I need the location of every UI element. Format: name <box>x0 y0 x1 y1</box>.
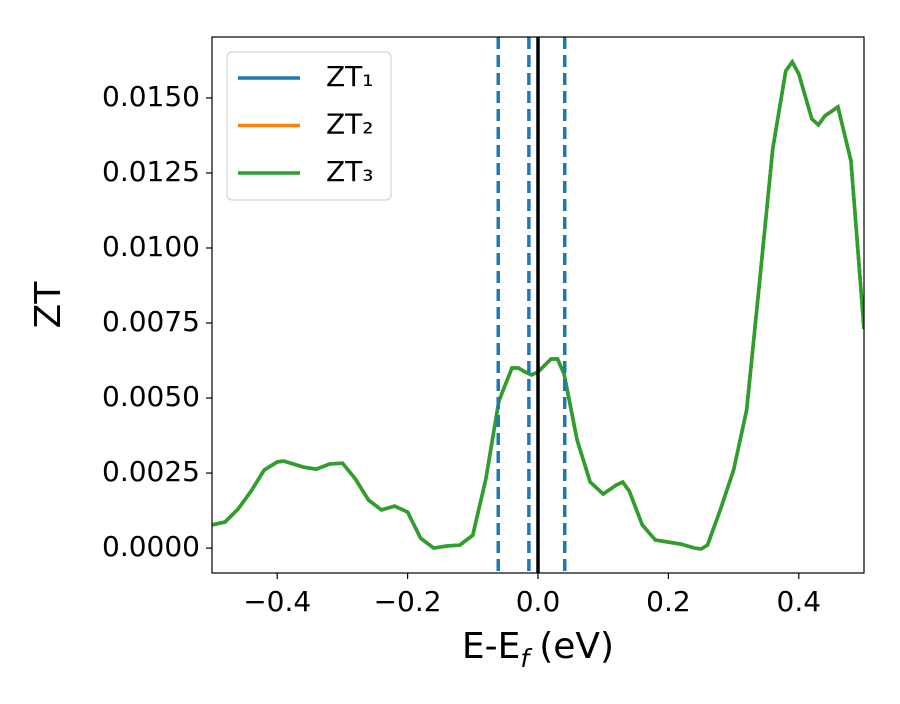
x-label-main: E-E <box>462 626 520 667</box>
x-tick-label: −0.4 <box>243 585 311 618</box>
y-tick-label: 0.0075 <box>102 305 200 338</box>
x-tick-label: 0.4 <box>777 585 822 618</box>
y-tick-label: 0.0025 <box>102 455 200 488</box>
y-tick-label: 0.0000 <box>102 530 200 563</box>
legend-label: ZT₁ <box>326 60 374 93</box>
legend: ZT₁ ZT₂ ZT₃ <box>226 51 392 201</box>
y-axis-label: ZT <box>28 281 69 329</box>
x-tick-label: 0.0 <box>516 585 561 618</box>
y-tick-label: 0.0125 <box>102 155 200 188</box>
x-axis-label: E-Ef (eV) <box>462 626 614 673</box>
legend-label: ZT₂ <box>326 108 374 141</box>
x-tick-label: −0.2 <box>374 585 442 618</box>
y-tick-label: 0.0150 <box>102 80 200 113</box>
legend-label: ZT₃ <box>326 155 374 188</box>
plot-area <box>212 37 864 573</box>
legend-box <box>226 51 392 201</box>
x-label-unit: (eV) <box>539 626 614 667</box>
x-tick-label: 0.2 <box>646 585 691 618</box>
series-line <box>212 58 864 551</box>
y-tick-label: 0.0050 <box>102 380 200 413</box>
y-tick-label: 0.0100 <box>102 230 200 263</box>
